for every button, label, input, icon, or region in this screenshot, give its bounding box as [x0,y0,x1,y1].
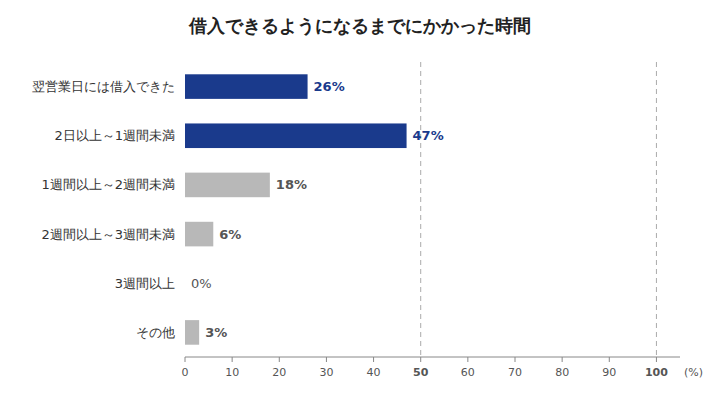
bar [185,222,213,247]
x-tick-label: 90 [602,366,616,379]
x-tick-label: 40 [367,366,381,379]
data-label: 18% [276,177,307,192]
category-label: 1週間以上～2週間未満 [41,177,175,192]
x-tick-label: 0 [182,366,189,379]
data-label: 47% [413,128,444,143]
reference-line [656,62,657,357]
x-tick [373,357,374,362]
x-tick-label: 80 [555,366,569,379]
reference-line [420,62,421,357]
category-label: 2日以上～1週間未満 [54,128,175,143]
reference-lines [421,62,657,357]
x-tick-label: 60 [461,366,475,379]
bar [185,123,407,148]
bar [185,320,199,345]
bar [185,173,270,198]
data-label: 26% [314,79,345,94]
x-tick [515,357,516,362]
x-tick [185,357,186,362]
x-tick [609,357,610,362]
category-label: その他 [136,325,175,340]
data-label: 3% [205,325,227,340]
chart-title: 借入できるようになるまでにかかった時間 [188,15,531,36]
chart-svg: 借入できるようになるまでにかかった時間 0 10 20 30 40 50 60 70 80 90 10… [0,0,720,409]
data-label: 0% [191,276,212,291]
x-tick-label: 50 [413,366,429,379]
data-label: 6% [219,227,241,242]
x-tick-label: 100 [645,366,668,379]
bar [185,74,308,99]
x-axis-line [185,357,680,358]
x-tick [467,357,468,362]
x-tick-label: 70 [508,366,522,379]
x-axis: 0 10 20 30 40 50 60 70 80 90 100 [182,357,681,379]
x-tick [279,357,280,362]
x-tick-label: 10 [225,366,239,379]
x-tick [656,357,657,362]
bar [185,271,186,296]
bars [185,74,407,344]
x-tick-label: 30 [319,366,333,379]
x-tick [420,357,421,362]
category-label: 翌営業日には借入できた [32,79,175,94]
category-label: 3週間以上 [115,276,175,291]
x-axis-label: (%) [684,366,703,379]
x-tick-label: 20 [272,366,286,379]
chart-container: 借入できるようになるまでにかかった時間 0 10 20 30 40 50 60 70 80 90 10… [0,0,720,409]
category-label: 2週間以上～3週間未満 [41,227,175,242]
x-tick [232,357,233,362]
x-tick [562,357,563,362]
labels: 翌営業日には借入できた 26% 2日以上～1週間未満 47% 1週間以上～2週間未満 18… [32,79,444,340]
x-tick [326,357,327,362]
